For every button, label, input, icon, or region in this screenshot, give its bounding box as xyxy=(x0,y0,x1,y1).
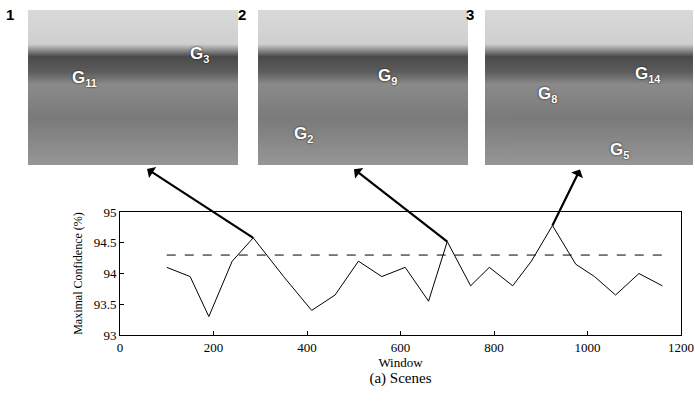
html-text:3: 3 xyxy=(466,6,475,23)
svg-text:1000: 1000 xyxy=(575,340,601,355)
html-text:G2: G2 xyxy=(294,124,314,146)
html-text:G9: G9 xyxy=(378,66,398,88)
svg-text:200: 200 xyxy=(204,340,224,355)
html-text:G14: G14 xyxy=(635,64,661,86)
html-text:G11: G11 xyxy=(72,68,97,90)
svg-text:94.5: 94.5 xyxy=(94,235,117,250)
html-text:2: 2 xyxy=(238,6,247,23)
html-text:G8: G8 xyxy=(538,84,558,106)
html-text:1: 1 xyxy=(6,6,15,23)
svg-text:95: 95 xyxy=(103,205,116,220)
svg-text:Window: Window xyxy=(378,355,423,370)
html-text:(a) Scenes: (a) Scenes xyxy=(369,370,432,386)
svg-text:600: 600 xyxy=(391,340,411,355)
svg-text:800: 800 xyxy=(484,340,504,355)
html-text:G5: G5 xyxy=(610,140,630,162)
svg-text:93.5: 93.5 xyxy=(94,297,117,312)
html-text:G3: G3 xyxy=(190,44,210,66)
svg-text:93: 93 xyxy=(103,328,116,343)
svg-text:94: 94 xyxy=(103,266,117,281)
svg-text:1200: 1200 xyxy=(668,340,694,355)
svg-text:0: 0 xyxy=(117,340,124,355)
svg-text:Maximal Confidence (%): Maximal Confidence (%) xyxy=(71,212,85,335)
svg-text:400: 400 xyxy=(297,340,317,355)
